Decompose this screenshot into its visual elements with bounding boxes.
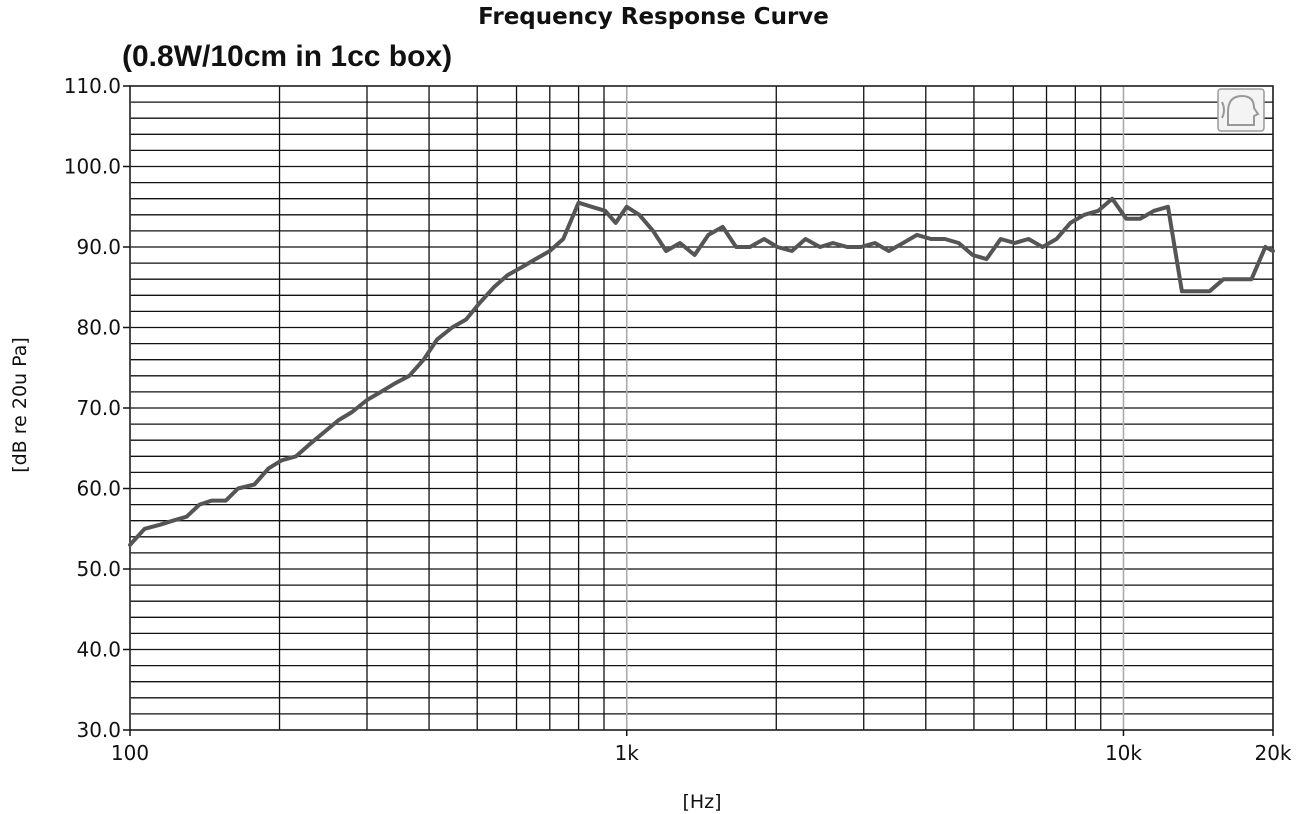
y-tick-label: 60.0 <box>76 477 121 501</box>
y-tick-label: 30.0 <box>76 718 121 742</box>
y-axis-label: [dB re 20u Pa] <box>9 337 31 473</box>
y-tick-label: 70.0 <box>76 396 121 420</box>
speaker-person-icon <box>1217 88 1265 132</box>
y-tick-label: 100.0 <box>64 155 121 179</box>
chart-subtitle: (0.8W/10cm in 1cc box) <box>122 40 453 73</box>
chart-title: Frequency Response Curve <box>478 4 829 30</box>
grid-lines <box>129 85 1274 731</box>
x-tick-label: 20k <box>1254 741 1291 765</box>
y-tick-label: 40.0 <box>76 638 121 662</box>
y-tick-label: 90.0 <box>76 235 121 259</box>
y-tick-label: 80.0 <box>76 316 121 340</box>
x-tick-label: 10k <box>1105 741 1142 765</box>
y-tick-label: 50.0 <box>76 557 121 581</box>
x-tick-label: 100 <box>111 741 149 765</box>
y-tick-label: 110.0 <box>64 74 121 98</box>
axis-ticks: 110.0100.090.080.070.060.050.040.030.010… <box>64 74 1292 765</box>
response-curve <box>128 196 1275 547</box>
x-tick-label: 1k <box>615 741 640 765</box>
x-axis-label: [Hz] <box>682 791 721 813</box>
